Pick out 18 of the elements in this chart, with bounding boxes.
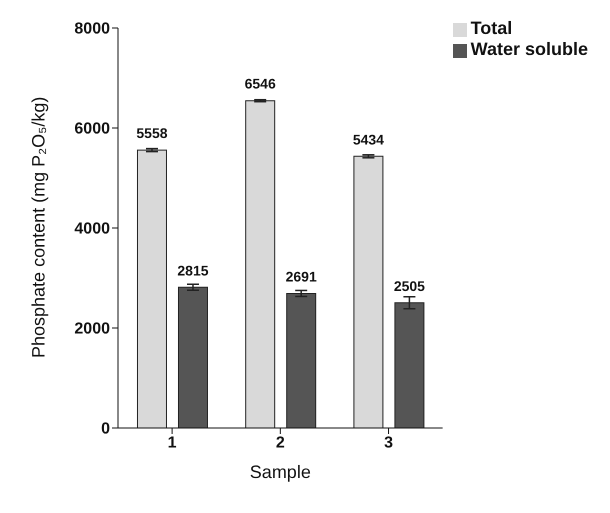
legend-label: Total: [470, 18, 512, 38]
y-tick-label: 2000: [74, 320, 110, 338]
data-label: 6546: [244, 76, 276, 92]
data-label: 5558: [136, 125, 168, 142]
x-tick-label: 2: [276, 434, 285, 452]
x-tick-label: 3: [384, 434, 394, 452]
y-tick-label: 0: [101, 420, 110, 438]
data-label: 2691: [286, 268, 317, 284]
data-label: 5434: [352, 131, 384, 148]
legend-label: Water soluble: [470, 39, 588, 59]
y-axis-title: Phosphate content (mg P₂O₅/kg): [28, 96, 48, 358]
y-tick-label: 8000: [74, 20, 110, 38]
y-tick-label: 6000: [74, 120, 110, 138]
y-tick-label: 4000: [74, 220, 110, 238]
data-label: 2815: [177, 262, 209, 278]
x-tick-label: 1: [168, 434, 177, 452]
data-label: 2505: [394, 278, 426, 294]
x-axis-title: Sample: [250, 462, 311, 482]
